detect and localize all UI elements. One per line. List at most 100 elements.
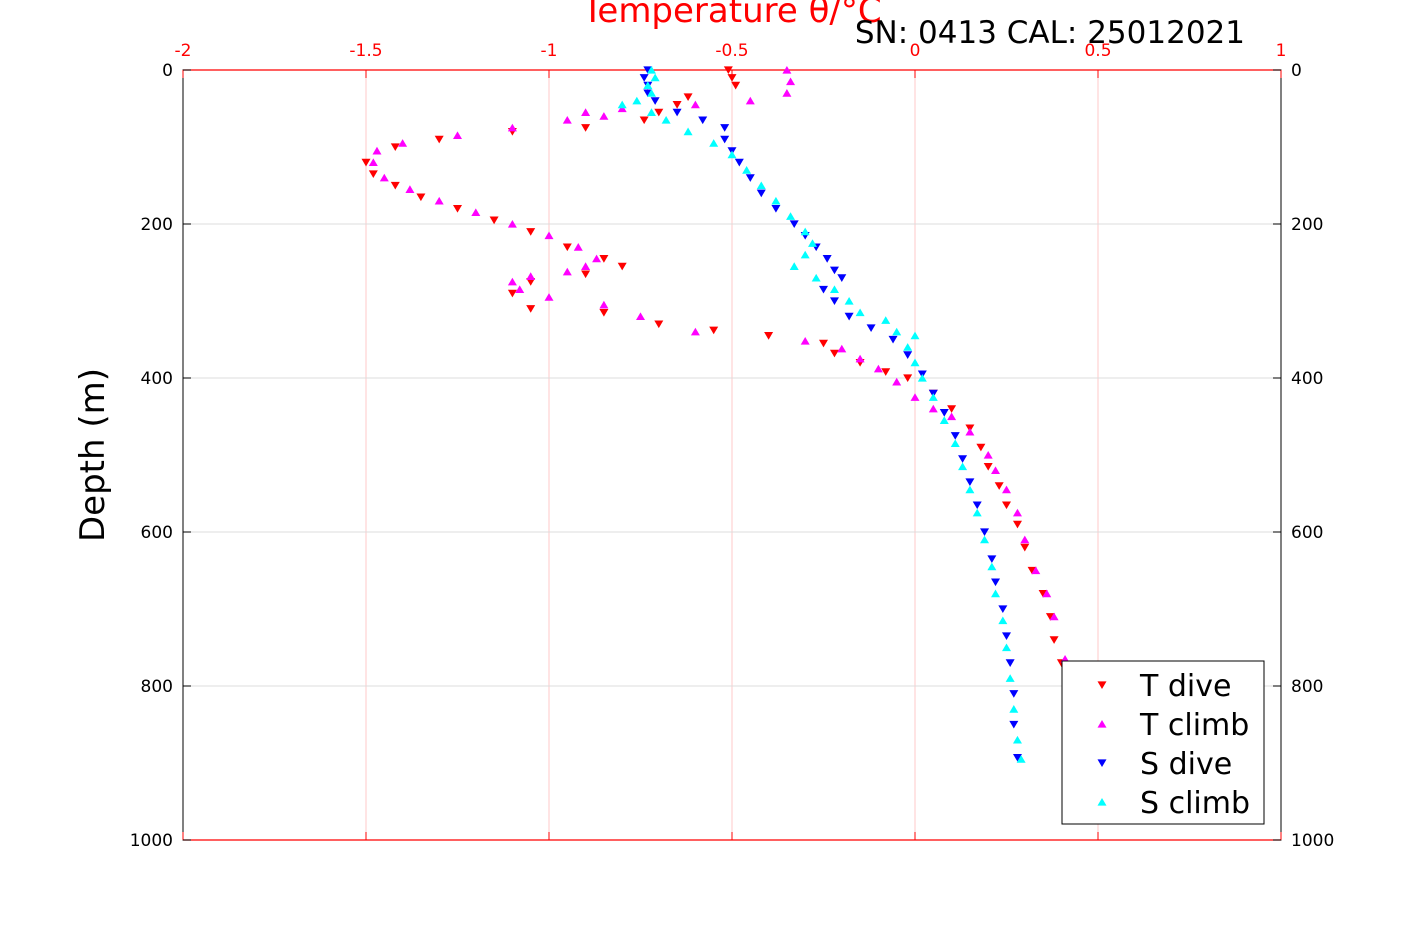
- data-point: [910, 393, 920, 401]
- data-point: [917, 373, 927, 382]
- data-point: [1042, 589, 1052, 598]
- data-point: [1031, 566, 1041, 575]
- data-point: [416, 193, 426, 202]
- data-point: [782, 65, 792, 74]
- x-tick-label: 0.5: [1084, 41, 1111, 61]
- data-point: [646, 108, 656, 116]
- data-point: [745, 174, 755, 182]
- data-point: [390, 181, 400, 190]
- data-point: [372, 146, 382, 155]
- data-point: [646, 89, 656, 97]
- data-point: [1012, 508, 1022, 517]
- data-point: [672, 101, 682, 109]
- data-point: [698, 116, 708, 125]
- data-point: [731, 81, 741, 90]
- data-point: [939, 416, 949, 424]
- data-point: [972, 501, 982, 510]
- data-point: [643, 81, 653, 89]
- data-point: [720, 135, 730, 144]
- y-tick-label-right: 0: [1291, 61, 1302, 81]
- data-point: [800, 227, 810, 236]
- data-point: [976, 443, 986, 452]
- data-point: [829, 349, 839, 358]
- data-point: [789, 262, 799, 270]
- data-point: [507, 277, 517, 286]
- data-point: [507, 219, 517, 228]
- data-point: [1027, 566, 1037, 575]
- data-point: [903, 343, 913, 351]
- data-point: [515, 285, 525, 294]
- data-point: [983, 450, 993, 459]
- data-point: [819, 285, 828, 294]
- data-point: [745, 96, 755, 105]
- data-point: [991, 578, 1001, 587]
- data-point: [434, 196, 444, 205]
- legend-label: S climb: [1140, 786, 1250, 821]
- data-point: [526, 272, 536, 280]
- data-point: [910, 358, 920, 367]
- data-point: [958, 455, 968, 463]
- x-axis-label: Temperature θ/°C: [581, 0, 881, 31]
- data-point: [683, 127, 693, 136]
- data-point: [405, 185, 415, 193]
- data-point: [1002, 485, 1011, 494]
- data-point: [1009, 690, 1019, 698]
- data-point: [786, 212, 796, 220]
- data-point: [592, 254, 602, 263]
- y-tick-label-right: 400: [1291, 369, 1323, 389]
- data-point: [844, 296, 854, 305]
- data-point: [639, 74, 649, 82]
- data-point: [972, 508, 982, 517]
- data-point: [581, 262, 591, 270]
- x-tick-label: -1: [541, 41, 558, 61]
- data-point: [965, 478, 975, 486]
- data-point: [617, 100, 627, 109]
- data-point: [950, 432, 960, 440]
- data-point: [544, 231, 554, 240]
- data-point: [617, 104, 627, 113]
- y-tick-label-right: 600: [1291, 523, 1323, 543]
- data-point: [734, 158, 744, 167]
- data-point: [903, 351, 913, 359]
- data-point: [829, 285, 839, 294]
- legend-marker: [1097, 797, 1107, 806]
- data-point: [654, 320, 664, 329]
- data-point: [599, 112, 609, 120]
- data-point: [892, 377, 902, 386]
- data-point: [1020, 543, 1030, 552]
- data-point: [709, 326, 719, 335]
- data-point: [599, 300, 609, 309]
- data-point: [368, 170, 378, 178]
- data-point: [910, 331, 920, 340]
- data-point: [994, 482, 1004, 490]
- data-point: [581, 270, 591, 279]
- data-point: [844, 312, 854, 321]
- data-point: [672, 108, 682, 117]
- y-tick-label-left: 200: [141, 215, 173, 235]
- series-t-climb: [368, 65, 1070, 663]
- data-point: [991, 589, 1001, 598]
- data-point: [1002, 501, 1011, 510]
- data-point: [646, 65, 656, 74]
- data-point: [599, 255, 609, 263]
- data-point: [983, 462, 993, 471]
- data-point: [636, 312, 645, 320]
- x-tick-label: 0: [910, 41, 921, 61]
- x-tick-label: -0.5: [715, 41, 748, 61]
- data-point: [786, 77, 796, 86]
- data-point: [819, 339, 828, 348]
- data-point: [764, 332, 774, 340]
- y-tick-label-left: 0: [162, 61, 173, 81]
- data-point: [789, 220, 799, 229]
- y-axis-label: Depth (m): [73, 368, 113, 542]
- data-point: [1012, 754, 1022, 762]
- data-point: [390, 143, 400, 152]
- data-point: [526, 305, 536, 313]
- data-point: [617, 262, 627, 271]
- data-point: [1002, 643, 1011, 652]
- data-point: [709, 139, 719, 147]
- data-point: [808, 239, 818, 247]
- x-tick-label: 1: [1276, 41, 1287, 61]
- data-point: [650, 73, 660, 82]
